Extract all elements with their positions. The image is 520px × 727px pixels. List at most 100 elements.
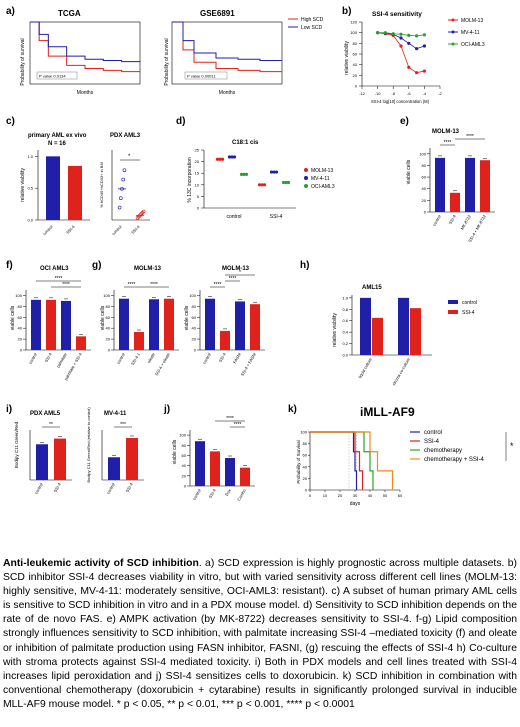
- k-xtick-label: 0: [309, 493, 312, 498]
- c-pdx-point: [119, 196, 123, 201]
- b-xtick-label: -10: [375, 91, 382, 96]
- cat-label: control: [432, 214, 442, 227]
- b-point: [415, 34, 419, 38]
- panel-a-pvalue-left: P value 0.0134: [39, 74, 66, 79]
- bar-ssi-4: [54, 438, 66, 480]
- panel-b-yticks: 0 20 40 60 80 100 120: [350, 20, 362, 89]
- h-bar-control: [398, 297, 409, 355]
- sig-stars: ****: [229, 276, 237, 282]
- panel-f-title: OCI AML3: [40, 266, 69, 272]
- cat-label: control: [34, 482, 44, 495]
- panel-g-title-1: MOLM-13: [134, 266, 162, 272]
- h-cat-label: liquid culture: [357, 356, 373, 379]
- panel-letter-h: h): [300, 260, 309, 271]
- panel-c-n: N = 16: [48, 141, 67, 147]
- bar-control: [435, 157, 445, 212]
- cat-label: control: [192, 488, 202, 501]
- cat-label: oleate: [146, 351, 156, 364]
- legend-b-molm13: MOLM-13: [461, 18, 483, 24]
- panel-c-bars: 0.0 0.5 1.0 control SSI-4: [27, 154, 82, 236]
- panel-k-legend: control SSI-4 chemotherapy chemotherapy …: [410, 430, 485, 463]
- k-xtick-label: 10: [323, 493, 328, 498]
- panel-b-xticks: -12 -10 -8 -6 -4 -2: [359, 86, 443, 96]
- panel-g-ylabel-2: viable cells: [184, 305, 190, 330]
- b-ytick-label: 100: [350, 30, 357, 35]
- ytick-label: 1.0: [342, 295, 348, 300]
- k-curve-0: [310, 431, 358, 490]
- panel-d-ylabel: % 13C incorporation: [187, 157, 193, 203]
- legend-d-molm13-dot: [304, 168, 308, 172]
- d-point: [230, 155, 234, 159]
- b-point: [422, 69, 426, 73]
- k-ytick-label: 80: [303, 441, 308, 446]
- legend-b-ociaml3: OCI-AML3: [461, 42, 485, 48]
- panel-d-cat-control: control: [226, 214, 241, 220]
- k-ytick-label: 100: [300, 430, 307, 435]
- bar-ssi-4-mk-8722: [480, 160, 490, 212]
- c-ytick-label: 1.0: [27, 154, 33, 159]
- d-point: [286, 180, 291, 185]
- panel-d-cat-ssi4: SSI-4: [270, 214, 283, 220]
- cat-label: Dox: [224, 488, 232, 497]
- legend-h-control-swatch: [448, 300, 458, 304]
- panel-a-xlabel: Months: [77, 90, 94, 96]
- panel-i-title-2: MV-4-11: [104, 411, 127, 417]
- bar-control: [31, 299, 41, 350]
- ytick-label: 0.0: [342, 353, 348, 358]
- panel-j-ylabel: viable cells: [172, 439, 178, 464]
- b-point: [376, 31, 380, 35]
- cat-label: Combo: [236, 487, 247, 501]
- legend-high-scd: High SCD: [301, 17, 324, 23]
- km-curve-high-scd: [172, 21, 282, 73]
- panel-h-chart: 0.0 0.2 0.4 0.6 0.8 1.0 liquid culture stroma c…: [342, 295, 432, 386]
- panel-d-legend: MOLM-13 MV-4-11 OCI-AML3: [304, 168, 335, 190]
- ytick-label: 80: [182, 443, 187, 448]
- d-point: [257, 183, 262, 187]
- d-ytick-label: 20: [195, 159, 200, 164]
- panel-e-title: MOLM-13: [432, 129, 460, 135]
- bar-control: [119, 298, 129, 350]
- cat-label: SSI-4 + FASNi: [240, 352, 257, 377]
- cat-label: SSI-4: [125, 481, 135, 493]
- bar-ssi-4: [210, 451, 220, 486]
- cat-label: SSI-4: [44, 351, 54, 363]
- panel-a-legend: High SCD Low SCD: [288, 17, 324, 31]
- panel-i-mv411-chart: control SSI-4 ***: [101, 422, 144, 495]
- bar-oleate: [149, 299, 159, 350]
- legend-b-ociaml3-marker: [451, 42, 455, 46]
- panel-h-ylabel: relative viability: [332, 313, 338, 347]
- b-point: [415, 71, 419, 75]
- panel-i-pdx-chart: control SSI-4 **: [29, 422, 72, 495]
- km-curve-high-scd: [30, 21, 140, 73]
- ytick-label: 60: [422, 175, 427, 180]
- panel-letter-e: e): [400, 116, 409, 127]
- k-xtick-label: 50: [383, 493, 388, 498]
- caption-title: Anti-leukemic activity of SCD inhibition: [3, 558, 199, 569]
- panel-a-pvalue-right: P value 0.00011: [187, 74, 216, 79]
- h-bar-control: [360, 297, 371, 355]
- b-xtick-label: -2: [438, 91, 442, 96]
- legend-d-ociaml3: OCI-AML3: [311, 184, 335, 190]
- panel-c: c) primary AML ex vivo N = 16 relative v…: [6, 116, 150, 236]
- d-point: [242, 172, 246, 176]
- panel-k-ylabel: Probability of Survival: [296, 440, 301, 483]
- d-ytick-label: 0: [197, 206, 200, 211]
- panel-d-yticks: 0 5 10 15 20 25: [195, 148, 204, 211]
- panel-b-ylabel: relative viability: [344, 41, 350, 75]
- panel-b-title: SSI-4 sensitivity: [372, 11, 422, 18]
- b-ytick-label: 120: [350, 20, 357, 25]
- cat-label: SSI-4 + oleate: [154, 351, 171, 376]
- legend-h-control: control: [462, 300, 477, 306]
- panel-letter-k: k): [288, 404, 297, 415]
- ytick-label: 80: [192, 304, 197, 309]
- b-ytick-label: 80: [353, 41, 358, 46]
- k-curve-3: [310, 431, 394, 490]
- ytick-label: 0: [184, 484, 187, 489]
- panel-j: j) viable cells 0 20 40 60 80 100 control SSI-4…: [163, 404, 255, 502]
- cat-label: control: [202, 352, 212, 365]
- sig-stars: ****: [150, 282, 158, 288]
- panel-e-ylabel: viable cells: [406, 159, 412, 184]
- panel-d-title: C18:1 cis: [232, 140, 259, 146]
